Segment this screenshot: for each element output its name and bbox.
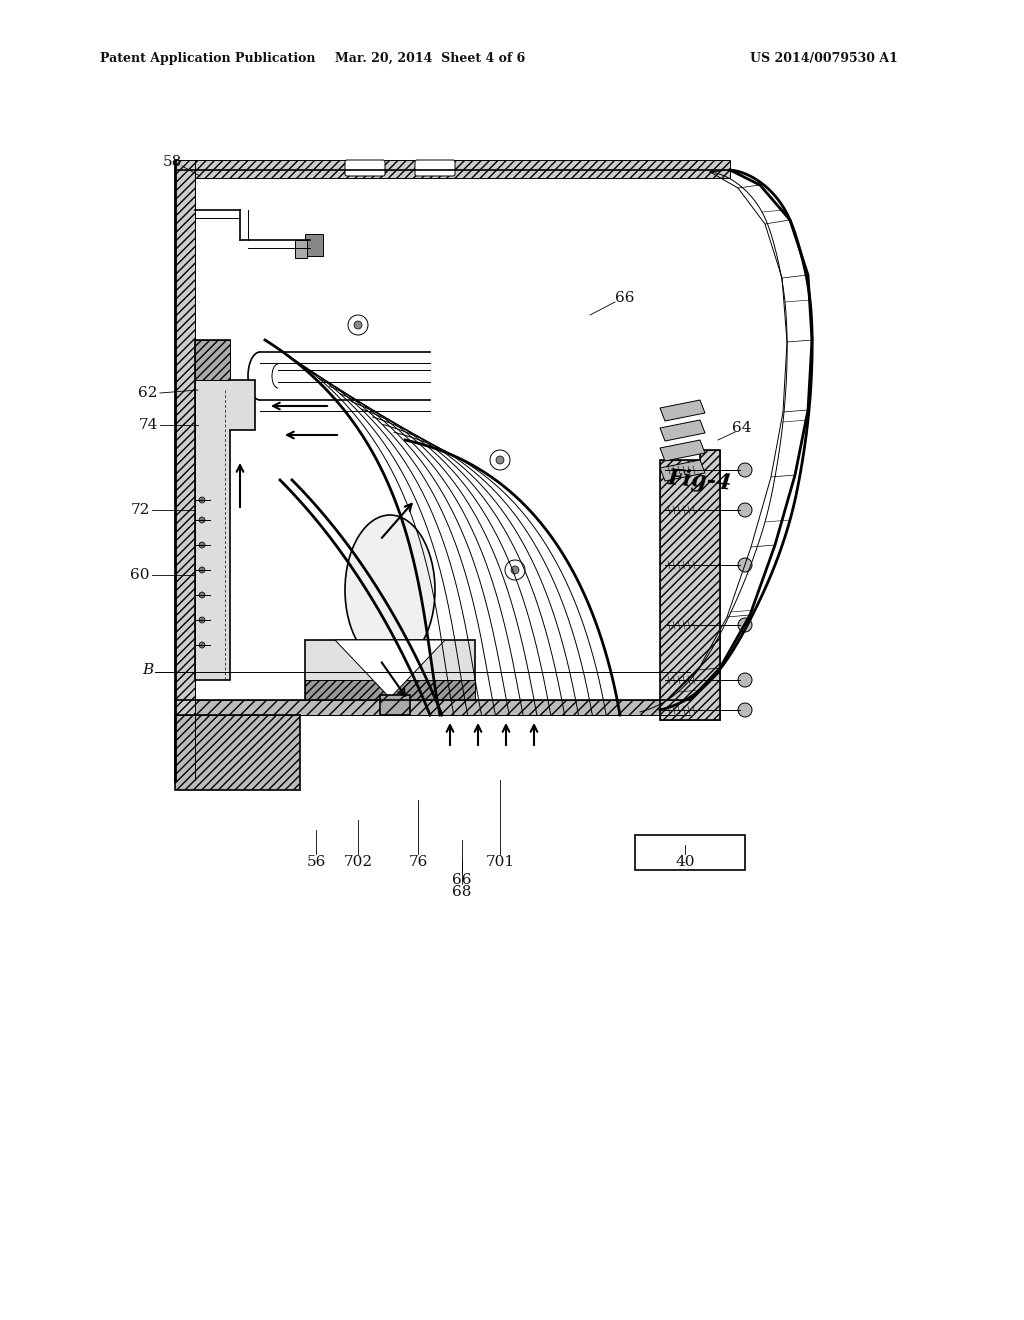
Circle shape xyxy=(199,642,205,648)
Text: 74: 74 xyxy=(138,418,158,432)
Polygon shape xyxy=(195,341,255,680)
Text: 68: 68 xyxy=(453,884,472,899)
Text: 76: 76 xyxy=(409,855,428,869)
Circle shape xyxy=(199,568,205,573)
Circle shape xyxy=(496,455,504,465)
Polygon shape xyxy=(175,715,300,789)
Text: 64: 64 xyxy=(732,421,752,436)
Bar xyxy=(305,234,323,256)
Circle shape xyxy=(348,315,368,335)
Circle shape xyxy=(188,729,232,772)
Text: Patent Application Publication: Patent Application Publication xyxy=(100,51,315,65)
Bar xyxy=(295,240,307,257)
Circle shape xyxy=(511,566,519,574)
Polygon shape xyxy=(660,440,705,461)
Circle shape xyxy=(199,591,205,598)
Text: 62: 62 xyxy=(138,385,158,400)
Circle shape xyxy=(738,558,752,572)
Polygon shape xyxy=(660,459,705,480)
Text: 72: 72 xyxy=(130,503,150,517)
Text: B: B xyxy=(142,663,154,677)
Circle shape xyxy=(199,543,205,548)
Polygon shape xyxy=(195,341,230,380)
FancyBboxPatch shape xyxy=(415,160,455,176)
Circle shape xyxy=(199,616,205,623)
Text: Fig-4: Fig-4 xyxy=(667,467,733,495)
Text: 701: 701 xyxy=(485,855,515,869)
Text: Mar. 20, 2014  Sheet 4 of 6: Mar. 20, 2014 Sheet 4 of 6 xyxy=(335,51,525,65)
Circle shape xyxy=(505,560,525,579)
Polygon shape xyxy=(175,160,730,178)
Text: US 2014/0079530 A1: US 2014/0079530 A1 xyxy=(750,51,898,65)
Circle shape xyxy=(198,738,222,762)
Text: 40: 40 xyxy=(675,855,694,869)
Text: 702: 702 xyxy=(343,855,373,869)
Ellipse shape xyxy=(345,515,435,665)
Circle shape xyxy=(199,517,205,523)
Polygon shape xyxy=(660,400,705,421)
Text: 66: 66 xyxy=(453,873,472,887)
Text: 66: 66 xyxy=(615,290,635,305)
Polygon shape xyxy=(305,640,475,700)
Circle shape xyxy=(738,463,752,477)
Text: 56: 56 xyxy=(306,855,326,869)
Circle shape xyxy=(199,498,205,503)
Polygon shape xyxy=(380,696,410,715)
Circle shape xyxy=(738,503,752,517)
FancyBboxPatch shape xyxy=(345,160,385,176)
Text: 60: 60 xyxy=(130,568,150,582)
Polygon shape xyxy=(335,640,445,698)
Polygon shape xyxy=(660,450,720,719)
Polygon shape xyxy=(660,420,705,441)
Circle shape xyxy=(738,673,752,686)
Circle shape xyxy=(490,450,510,470)
Circle shape xyxy=(738,618,752,632)
Circle shape xyxy=(354,321,362,329)
Circle shape xyxy=(738,704,752,717)
Polygon shape xyxy=(175,160,195,780)
Polygon shape xyxy=(305,680,475,700)
Polygon shape xyxy=(195,700,690,715)
Text: 58: 58 xyxy=(163,154,181,169)
Bar xyxy=(635,836,745,870)
